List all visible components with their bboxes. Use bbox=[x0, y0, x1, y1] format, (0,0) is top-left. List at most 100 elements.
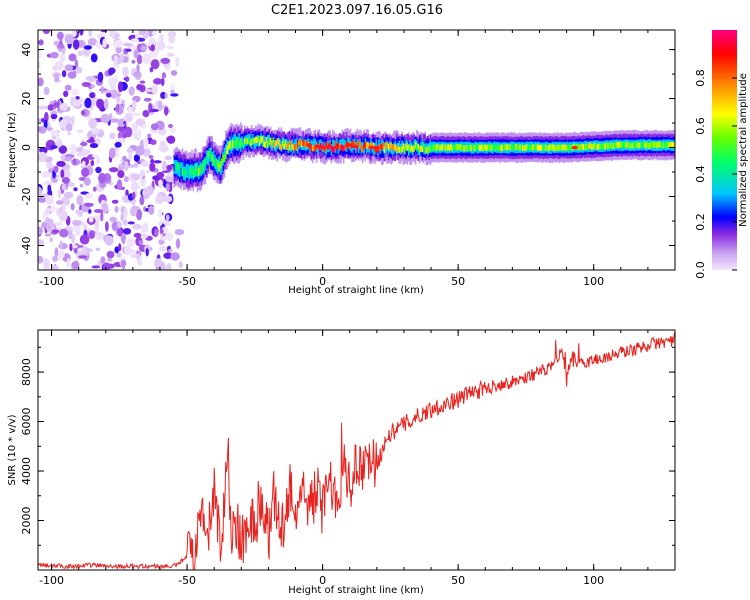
ridge-segment bbox=[540, 144, 543, 151]
ridge-segment bbox=[353, 141, 356, 148]
ridge-segment bbox=[245, 138, 247, 145]
ridge-segment bbox=[627, 141, 630, 148]
noise-blob bbox=[175, 238, 181, 249]
ridge-segment bbox=[227, 142, 230, 150]
ridge-segment bbox=[437, 144, 440, 151]
noise-blob bbox=[168, 248, 173, 253]
ridge-segment bbox=[370, 142, 372, 149]
x-tick-label: 0 bbox=[319, 574, 326, 587]
noise-blob bbox=[136, 54, 143, 65]
ridge-segment bbox=[501, 145, 504, 152]
ridge-segment bbox=[463, 145, 466, 152]
noise-blob bbox=[91, 265, 100, 269]
ridge-segment bbox=[539, 144, 542, 151]
noise-blob bbox=[74, 59, 79, 69]
noise-blob bbox=[61, 70, 67, 78]
noise-blob bbox=[124, 245, 131, 256]
noise-blob bbox=[125, 76, 130, 82]
ridge-segment bbox=[596, 143, 598, 150]
noise-blob bbox=[39, 146, 48, 154]
noise-blob bbox=[52, 255, 58, 262]
ridge-segment bbox=[647, 142, 650, 149]
snr-panel: -100 -50 0 50 100 2000 4000 6000 8000 Height of… bbox=[7, 329, 676, 596]
ridge-segment bbox=[527, 144, 529, 150]
noise-blob bbox=[122, 228, 132, 235]
noise-blob bbox=[123, 160, 129, 172]
ridge-segment bbox=[310, 145, 312, 151]
ridge-segment bbox=[628, 142, 631, 149]
ridge-segment bbox=[210, 151, 212, 160]
noise-blob bbox=[76, 195, 84, 206]
noise-blob bbox=[46, 127, 53, 131]
noise-blob bbox=[131, 122, 138, 132]
ridge-segment bbox=[265, 137, 268, 149]
ridge-segment bbox=[637, 142, 639, 148]
ridge-segment bbox=[306, 140, 308, 147]
ridge-segment bbox=[600, 143, 603, 150]
noise-blob bbox=[146, 169, 151, 174]
ridge-segment bbox=[451, 145, 453, 152]
noise-blob bbox=[161, 160, 168, 172]
noise-blob bbox=[150, 158, 155, 164]
noise-blob bbox=[55, 172, 61, 176]
x-tick-label: -100 bbox=[39, 574, 64, 587]
x-tick-label: -100 bbox=[39, 275, 64, 288]
ridge-segment bbox=[305, 142, 307, 149]
noise-blob bbox=[59, 228, 69, 238]
noise-blob bbox=[117, 125, 125, 132]
ridge-segment bbox=[275, 141, 277, 152]
ridge-segment bbox=[333, 146, 336, 153]
y-tick-label: -20 bbox=[20, 188, 33, 206]
ridge-segment bbox=[586, 143, 589, 150]
ridge-segment bbox=[482, 145, 485, 152]
ridge-segment bbox=[296, 141, 299, 148]
noise-blob bbox=[89, 117, 94, 128]
ridge-segment bbox=[604, 143, 607, 149]
ridge-segment bbox=[489, 145, 491, 152]
ridge-segment bbox=[618, 141, 620, 148]
ridge-segment bbox=[436, 143, 439, 150]
ridge-segment bbox=[333, 140, 336, 152]
noise-blob bbox=[77, 247, 83, 253]
ridge-segment bbox=[280, 144, 283, 151]
ridge-segment bbox=[193, 170, 196, 178]
noise-blob bbox=[83, 177, 91, 186]
noise-blob bbox=[115, 45, 122, 54]
ridge-segment bbox=[342, 139, 345, 150]
ridge-segment bbox=[439, 144, 441, 151]
ridge-segment bbox=[455, 144, 457, 151]
noise-blob bbox=[126, 237, 136, 248]
ridge-segment bbox=[500, 144, 502, 151]
noise-blob bbox=[146, 185, 154, 196]
ridge-segment bbox=[263, 141, 265, 147]
noise-blob bbox=[117, 93, 121, 97]
noise-blob bbox=[106, 250, 115, 259]
ridge-segment bbox=[340, 144, 342, 151]
ridge-segment bbox=[506, 144, 509, 150]
noise-blob bbox=[150, 59, 160, 70]
noise-blob bbox=[88, 209, 92, 214]
noise-blob bbox=[175, 56, 180, 68]
noise-blob bbox=[120, 259, 127, 267]
noise-blob bbox=[50, 264, 59, 270]
noise-blob bbox=[54, 247, 59, 257]
x-tick-label: 100 bbox=[583, 275, 604, 288]
ridge-segment bbox=[296, 142, 299, 154]
ridge-segment bbox=[446, 145, 448, 152]
noise-blob bbox=[145, 247, 149, 257]
ridge-segment bbox=[277, 139, 280, 146]
noise-blob bbox=[102, 262, 111, 270]
noise-blob bbox=[55, 200, 64, 205]
noise-blob bbox=[38, 197, 47, 203]
noise-blob bbox=[88, 230, 95, 239]
noise-blob bbox=[141, 53, 152, 64]
noise-blob bbox=[117, 170, 125, 179]
ridge-segment bbox=[519, 144, 521, 151]
noise-blob bbox=[166, 46, 174, 49]
noise-blob bbox=[158, 100, 163, 112]
ridge-segment bbox=[553, 144, 555, 151]
noise-blob bbox=[133, 71, 140, 78]
noise-blob bbox=[140, 160, 150, 167]
noise-blob bbox=[111, 199, 119, 204]
ridge-segment bbox=[532, 144, 535, 151]
